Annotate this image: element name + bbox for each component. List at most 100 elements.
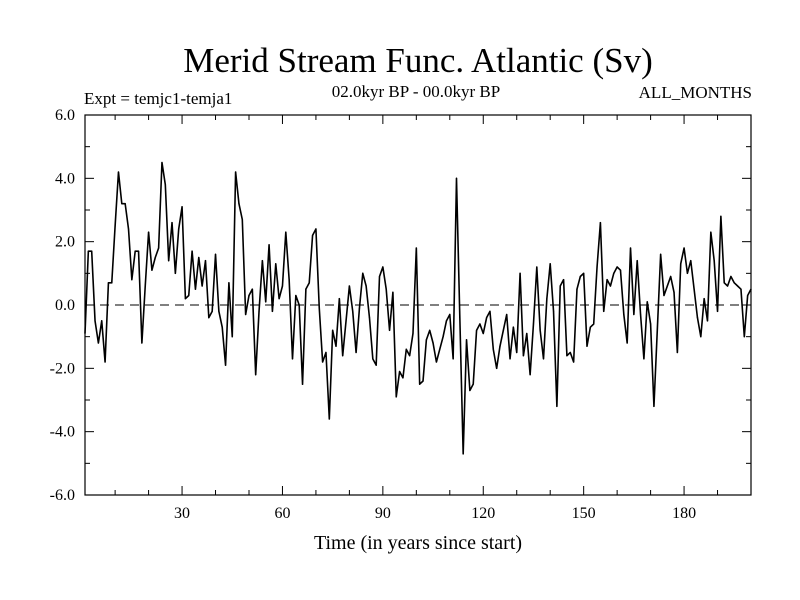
data-point	[583, 272, 585, 274]
data-point	[643, 358, 645, 360]
data-point	[288, 279, 290, 281]
data-point	[265, 301, 267, 303]
data-point	[616, 266, 618, 268]
data-point	[482, 332, 484, 335]
data-point	[703, 298, 705, 300]
data-point	[747, 294, 749, 297]
data-series-line	[84, 161, 752, 455]
data-point	[194, 288, 197, 290]
data-point	[224, 364, 227, 366]
data-point	[271, 310, 274, 312]
data-point	[147, 231, 150, 233]
data-point	[465, 339, 468, 341]
data-point	[211, 310, 213, 312]
data-point	[552, 310, 555, 312]
data-point	[606, 279, 608, 281]
data-point	[107, 282, 110, 284]
data-point	[576, 288, 578, 290]
data-point	[676, 351, 678, 354]
data-point	[101, 320, 103, 322]
data-point	[137, 250, 140, 252]
data-point	[245, 313, 247, 316]
data-point	[496, 367, 498, 369]
data-point	[338, 298, 340, 300]
data-point	[492, 348, 494, 350]
data-point	[171, 222, 173, 224]
data-point	[690, 260, 692, 262]
data-point	[328, 418, 330, 420]
data-point	[154, 256, 156, 259]
data-point	[348, 285, 350, 287]
y-tick-label: -2.0	[50, 360, 75, 377]
data-point	[298, 304, 300, 306]
data-point	[305, 288, 307, 290]
data-point	[255, 374, 257, 376]
data-point	[221, 326, 223, 328]
data-point	[295, 294, 297, 297]
data-point	[539, 329, 541, 331]
data-point	[184, 298, 186, 300]
data-point	[238, 203, 240, 205]
data-point	[94, 320, 96, 322]
data-point	[141, 342, 143, 344]
data-point	[432, 342, 434, 344]
data-point	[459, 317, 461, 319]
data-point	[241, 218, 243, 221]
data-point	[134, 250, 136, 252]
data-point	[479, 323, 481, 325]
data-point	[713, 260, 715, 262]
y-tick-label: 6.0	[55, 107, 75, 124]
data-point	[693, 288, 695, 290]
experiment-label: Expt = temjc1-temja1	[84, 89, 232, 108]
data-point	[562, 279, 565, 281]
data-point	[549, 263, 551, 265]
data-point	[586, 345, 588, 347]
data-point	[174, 272, 176, 274]
y-axis-tick-labels: 6.0 4.0 2.0 0.0 -2.0 -4.0 -6.0	[50, 107, 75, 504]
data-point	[268, 244, 270, 246]
data-point	[164, 184, 166, 186]
data-point	[114, 225, 116, 227]
data-point	[737, 285, 739, 287]
chart-title: Merid Stream Func. Atlantic (Sv)	[183, 41, 653, 80]
data-point	[716, 310, 719, 312]
data-point	[502, 329, 504, 331]
data-point	[435, 361, 438, 363]
data-point	[91, 250, 93, 252]
data-point	[603, 310, 605, 312]
months-label: ALL_MONTHS	[639, 83, 752, 102]
data-point	[168, 260, 170, 262]
data-point	[573, 361, 575, 363]
data-point	[522, 355, 525, 357]
data-point	[529, 374, 531, 376]
x-tick-label: 120	[471, 505, 495, 522]
data-point	[204, 260, 207, 262]
data-point	[599, 222, 602, 224]
data-point	[439, 348, 441, 350]
data-point	[455, 177, 458, 179]
data-point	[275, 263, 277, 265]
data-point	[740, 288, 742, 290]
data-point	[673, 291, 675, 293]
data-point	[730, 275, 732, 278]
data-point	[308, 282, 310, 284]
x-tick-label: 180	[672, 505, 696, 522]
data-point	[629, 247, 632, 249]
data-point	[388, 329, 391, 331]
data-point	[127, 228, 130, 230]
x-axis-ticks	[114, 115, 719, 495]
data-point	[653, 405, 655, 407]
data-point	[191, 250, 193, 252]
data-point	[395, 396, 397, 398]
data-point	[670, 275, 672, 278]
data-point	[593, 323, 595, 325]
data-point	[683, 247, 685, 249]
data-point	[409, 355, 411, 357]
data-point	[462, 453, 464, 455]
data-point	[181, 206, 183, 208]
data-point	[733, 282, 735, 284]
x-tick-label: 90	[375, 505, 391, 522]
data-point	[158, 247, 160, 249]
data-point	[546, 298, 548, 300]
data-point	[700, 336, 702, 338]
